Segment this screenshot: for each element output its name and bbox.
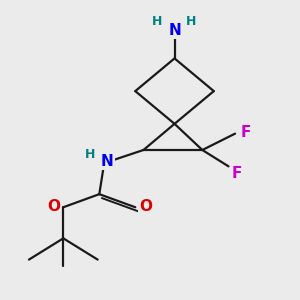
Text: H: H (186, 15, 197, 28)
Text: N: N (101, 154, 114, 169)
Text: F: F (240, 125, 251, 140)
Text: F: F (232, 166, 242, 181)
Text: O: O (139, 199, 152, 214)
Text: H: H (85, 148, 96, 161)
Text: O: O (47, 199, 60, 214)
Text: H: H (152, 15, 163, 28)
Text: N: N (168, 23, 181, 38)
